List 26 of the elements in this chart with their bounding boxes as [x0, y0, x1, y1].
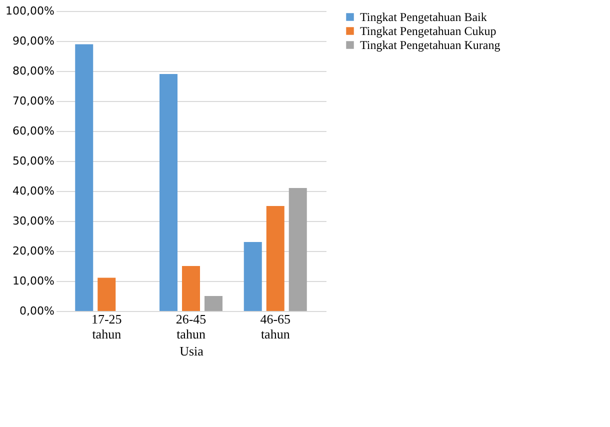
bar	[204, 296, 222, 311]
y-tick-label: 60,00%	[12, 124, 54, 138]
bar	[98, 278, 116, 311]
y-tick-label: 70,00%	[12, 94, 54, 108]
y-tick-label: 30,00%	[12, 214, 54, 228]
y-tick-label: 20,00%	[12, 244, 54, 258]
bar	[288, 188, 307, 311]
legend-label: Tingkat Pengetahuan Kurang	[360, 38, 500, 52]
bar	[182, 266, 200, 311]
legend-label: Tingkat Pengetahuan Baik	[360, 10, 487, 24]
x-tick-label: 46-65 tahun	[260, 312, 291, 342]
bar	[266, 206, 284, 311]
y-tick-label: 50,00%	[12, 154, 54, 168]
x-tick-label: 26-45 tahun	[176, 312, 206, 342]
bar	[244, 242, 262, 311]
y-tick-label: 90,00%	[12, 34, 54, 48]
y-tick-label: 0,00%	[20, 304, 54, 318]
bar	[75, 44, 94, 311]
legend-label: Tingkat Pengetahuan Cukup	[360, 24, 496, 38]
x-tick-label: 17-25 tahun	[91, 312, 122, 342]
y-tick-label: 10,00%	[12, 274, 54, 288]
y-tick-label: 80,00%	[12, 64, 54, 78]
y-tick-label: 40,00%	[12, 184, 54, 198]
y-tick-label: 100,00%	[6, 4, 54, 18]
bar	[160, 74, 178, 311]
x-axis-title: Usia	[180, 344, 204, 358]
